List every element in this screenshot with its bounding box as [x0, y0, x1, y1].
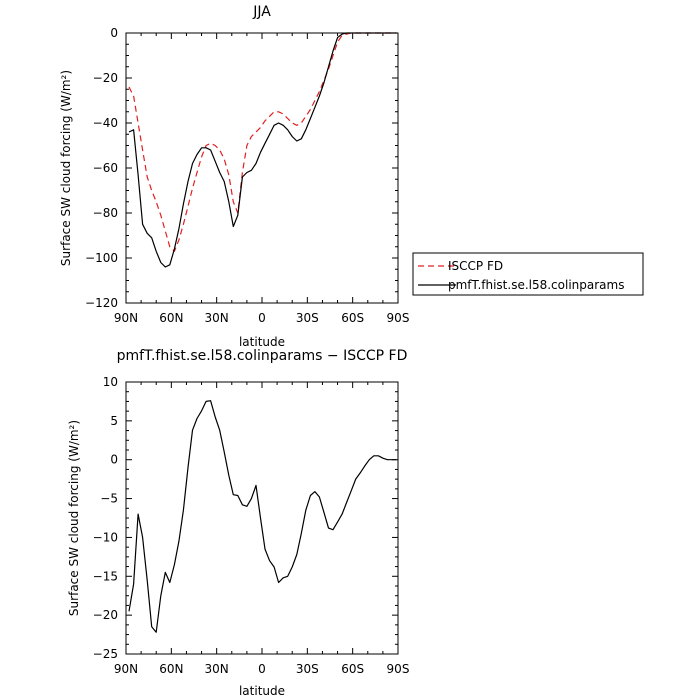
top-legend: ISCCP FD pmfT.fhist.se.l58.colinparams [412, 252, 644, 296]
bottom-plot-area: 90N 60N 30N 0 30S 60S 90S 10 5 0 −5 −10 −15 −20 −25 [93, 375, 410, 676]
top-x-tick-label: 30N [205, 311, 229, 325]
bottom-y-tick-label: −20 [93, 608, 118, 622]
bottom-panel: pmfT.fhist.se.l58.colinparams − ISCCP FD… [67, 348, 409, 698]
bottom-y-tick-label: −10 [93, 530, 118, 544]
bottom-x-tick-label: 30N [205, 662, 229, 676]
bottom-chart-title: pmfT.fhist.se.l58.colinparams − ISCCP FD [117, 348, 408, 364]
top-x-tick-label: 60S [341, 311, 364, 325]
top-y-axis-label: Surface SW cloud forcing (W/m²) [59, 70, 73, 266]
top-y-tick-label: −20 [93, 71, 118, 85]
top-x-tick-label: 30S [296, 311, 319, 325]
top-x-axis-label: latitude [239, 335, 285, 349]
bottom-x-tick-label: 0 [258, 662, 266, 676]
top-y-tick-label: −80 [93, 206, 118, 220]
top-series-line-0 [128, 32, 397, 252]
top-y-tick-label: −40 [93, 116, 118, 130]
legend-label-pmft: pmfT.fhist.se.l58.colinparams [448, 278, 624, 292]
bottom-x-tick-label: 90N [114, 662, 138, 676]
top-series-line-1 [128, 32, 397, 268]
bottom-y-tick-label: −15 [93, 569, 118, 583]
bottom-x-tick-label: 60N [159, 662, 183, 676]
top-x-tick-label: 0 [258, 311, 266, 325]
bottom-x-tick-label: 30S [296, 662, 319, 676]
top-x-tick-label: 90S [387, 311, 410, 325]
legend-box [412, 252, 644, 296]
bottom-y-axis-label: Surface SW cloud forcing (W/m²) [67, 420, 81, 616]
top-plot-frame [125, 32, 399, 304]
bottom-series-line-0 [128, 400, 397, 633]
top-x-tick-label: 90N [114, 311, 138, 325]
top-panel: JJA 90N 60N 30N 0 30S 60S 90S 0 −20 −40 −60 −80 −100… [59, 4, 644, 349]
top-chart-title: JJA [252, 4, 271, 20]
top-y-tick-label: −120 [85, 296, 118, 310]
bottom-x-tick-label: 60S [341, 662, 364, 676]
bottom-y-tick-label: −25 [93, 647, 118, 661]
top-plot-area: 90N 60N 30N 0 30S 60S 90S 0 −20 −40 −60 −80 −100 −120 [85, 26, 409, 325]
top-y-tick-label: −60 [93, 161, 118, 175]
top-x-tick-label: 60N [159, 311, 183, 325]
bottom-y-tick-label: 5 [110, 414, 118, 428]
legend-label-isccp: ISCCP FD [448, 259, 503, 273]
top-y-tick-label: −100 [85, 251, 118, 265]
bottom-plot-frame [125, 381, 399, 655]
top-y-tick-label: 0 [110, 26, 118, 40]
bottom-y-tick-label: 10 [103, 375, 118, 389]
bottom-x-axis-label: latitude [239, 684, 285, 698]
bottom-x-tick-label: 90S [387, 662, 410, 676]
bottom-y-tick-label: 0 [110, 453, 118, 467]
bottom-y-tick-label: −5 [100, 492, 118, 506]
